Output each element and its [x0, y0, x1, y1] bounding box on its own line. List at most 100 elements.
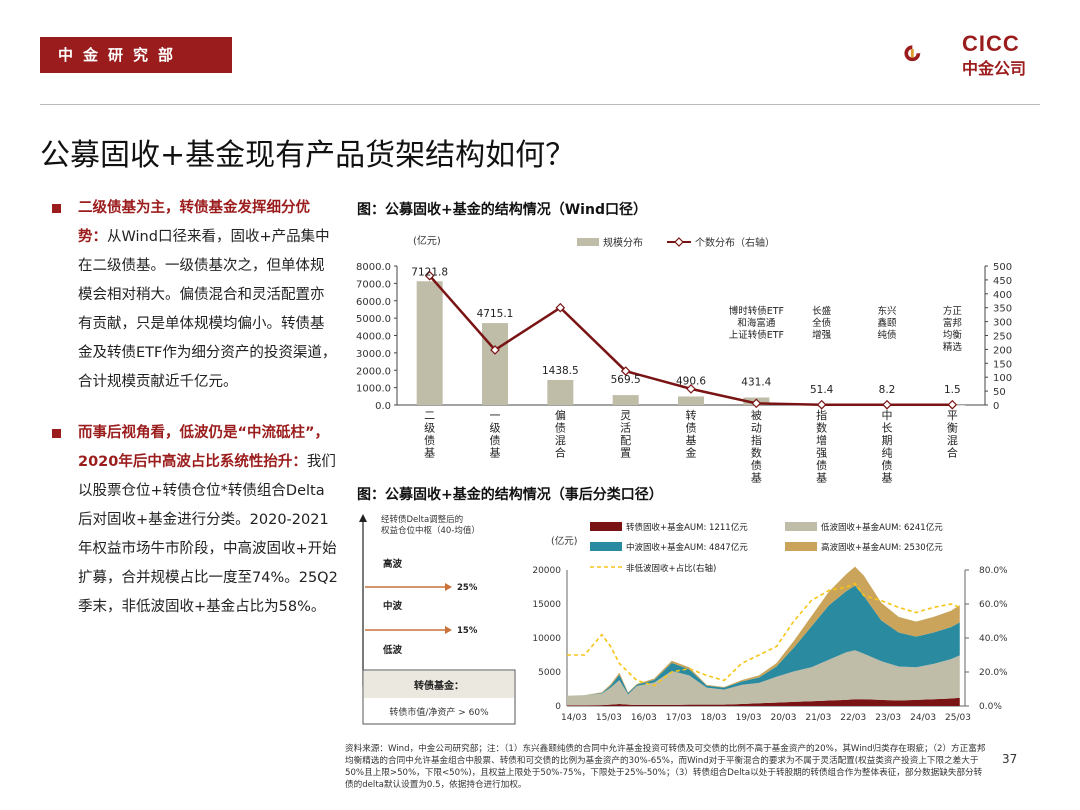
logo-text-cn: 中金公司 [962, 59, 1027, 78]
chart2-y-tick: 0 [555, 702, 561, 712]
chart1-x-tick: 偏债混合 [555, 408, 566, 460]
chart1-y-tick: 6000.0 [356, 297, 391, 308]
chart2-y2-tick: 40.0% [979, 634, 1008, 644]
chart1-data-label: 569.5 [611, 374, 641, 386]
chart1-data-label: 51.4 [810, 384, 834, 396]
chart2-legend-swatch [590, 542, 622, 551]
side-legend-threshold: 15% [457, 626, 478, 636]
chart1-count-marker [555, 302, 566, 313]
chart2-legend-swatch [785, 522, 817, 531]
chart2-legend-label: 低波固收+基金AUM: 6241亿元 [821, 522, 943, 533]
chart2-unit-label: (亿元) [551, 535, 577, 547]
chart1-annotation: 方正富邦均衡精选 [943, 305, 963, 353]
bullet-highlight: 而事后视角看，低波仍是“中流砥柱”，2020年后中高波占比系统性抬升： [78, 425, 330, 470]
chart2-y-tick: 5000 [538, 668, 561, 678]
logo-text-en: CICC [962, 31, 1020, 56]
chart1: (亿元) 规模分布 个数分布（右轴）8000.07000.06000.05000.0… [356, 234, 1012, 485]
chart1-y-tick: 3000.0 [356, 349, 391, 360]
chart1-bar [482, 323, 508, 405]
side-legend-title: 经转债Delta调整后的权益仓位中枢（40-均值） [381, 514, 480, 536]
side-legend-box-header [364, 671, 514, 698]
chart1-y2-tick: 150 [993, 359, 1012, 370]
chart1-data-label: 1438.5 [542, 365, 579, 377]
chart2-y2-tick: 0.0% [979, 702, 1002, 712]
chart1-y-tick: 2000.0 [356, 366, 391, 377]
chart1-data-label: 1.5 [944, 384, 961, 396]
side-legend-level: 高波 [383, 558, 403, 570]
chart2-area-0 [567, 697, 960, 706]
chart1-x-tick: 灵活配置 [620, 409, 631, 460]
chart1-annotation: 博时转债ETF 和海富通上证转债ETF [729, 305, 784, 341]
chart2-legend-label: 非低波固收+占比(右轴) [626, 563, 716, 574]
chart2-ratio-line [567, 582, 961, 687]
department-tag: 中金研究部 [40, 37, 232, 73]
chart1-y2-tick: 0 [993, 401, 999, 412]
chart1-count-marker [620, 366, 631, 376]
chart2-x-tick: 22/03 [840, 713, 866, 723]
chart2-y-tick: 10000 [532, 634, 561, 644]
chart2-x-tick: 19/03 [736, 713, 762, 723]
chart2-x-tick: 21/03 [805, 713, 831, 723]
side-legend-threshold-arrow-icon [445, 583, 452, 591]
chart1-y2-tick: 100 [993, 373, 1012, 384]
chart2-area-2 [567, 585, 960, 696]
bullet-item: 二级债基为主，转债基金发挥细分优势：从Wind口径来看，固收+产品集中在二级债基… [48, 194, 338, 397]
chart2-title: 图：公募固收+基金的结构情况（事后分类口径） [357, 487, 663, 503]
chart1-legend-line-label: 个数分布（右轴） [695, 236, 775, 249]
chart1-x-tick: 一级债基 [490, 409, 501, 460]
chart1-x-tick: 指数增强债基 [816, 408, 827, 485]
chart1-y2-tick: 50 [993, 387, 1006, 398]
chart1-bar [678, 396, 704, 405]
chart1-x-tick: 被动指数债基 [751, 409, 762, 485]
chart2-x-tick: 20/03 [770, 713, 796, 723]
chart2-x-tick: 25/03 [945, 713, 971, 723]
chart1-annotation: 长盛全债增强 [812, 305, 832, 341]
chart1-count-marker [424, 270, 435, 281]
side-legend-threshold: 25% [457, 583, 478, 593]
side-legend-box-text: 转债市值/净资产 > 60% [389, 706, 489, 718]
chart1-y2-tick: 250 [993, 332, 1012, 343]
chart1-x-tick: 中长期纯债基 [882, 409, 893, 485]
bullet-square-icon [52, 429, 61, 438]
bullet-text: 我们以股票仓位+转债仓位*转债组合Delta后对固收+基金进行分类。2020-2… [78, 454, 338, 615]
chart2-x-tick: 24/03 [910, 713, 936, 723]
chart1-title: 图：公募固收+基金的结构情况（Wind口径） [357, 202, 647, 218]
side-legend-level: 低波 [382, 644, 403, 656]
chart1-data-label: 4715.1 [477, 308, 514, 320]
chart1-x-tick: 二级债基 [424, 409, 435, 460]
side-legend-arrow-head-icon [359, 514, 367, 522]
chart1-y2-tick: 300 [993, 318, 1012, 329]
chart1-y2-tick: 350 [993, 304, 1012, 315]
chart1-y-tick: 8000.0 [356, 262, 391, 273]
chart1-unit-label: (亿元) [413, 234, 441, 247]
chart1-count-marker [947, 399, 958, 410]
chart2-x-tick: 16/03 [631, 713, 657, 723]
bullet-list: 二级债基为主，转债基金发挥细分优势：从Wind口径来看，固收+产品集中在二级债基… [48, 194, 338, 644]
bullet-highlight: 二级债基为主，转债基金发挥细分优势： [78, 200, 310, 245]
chart1-legend-line-marker [674, 237, 684, 247]
chart1-y-tick: 4000.0 [356, 332, 391, 343]
chart1-y2-tick: 450 [993, 276, 1012, 287]
chart1-y-tick: 7000.0 [356, 279, 391, 290]
chart1-count-marker [686, 384, 696, 394]
chart1-y-tick: 5000.0 [356, 314, 391, 325]
header-divider [40, 104, 1040, 105]
chart1-data-label: 8.2 [879, 384, 896, 396]
chart2-legend-swatch [590, 522, 622, 531]
chart2-y2-tick: 80.0% [979, 566, 1008, 576]
chart2-legend-label: 高波固收+基金AUM: 2530亿元 [821, 542, 943, 553]
side-legend-threshold-arrow-icon [445, 626, 452, 634]
side-legend-level: 中波 [383, 600, 403, 612]
bullet-text: 从Wind口径来看，固收+产品集中在二级债基。一级债基次之，但单体规模会相对稍大… [78, 229, 337, 390]
chart1-x-tick: 转债基金 [686, 408, 697, 460]
chart1-y-tick: 0.0 [375, 401, 391, 412]
chart1-count-marker [882, 399, 892, 410]
chart1-count-marker [490, 345, 500, 355]
chart1-legend-bar-swatch [577, 238, 599, 246]
chart1-bar [416, 281, 443, 405]
chart2-area-1 [567, 650, 960, 706]
chart2-x-tick: 15/03 [596, 713, 622, 723]
chart1-x-tick: 平衡混合 [947, 409, 958, 460]
chart1-y2-tick: 400 [993, 290, 1012, 301]
